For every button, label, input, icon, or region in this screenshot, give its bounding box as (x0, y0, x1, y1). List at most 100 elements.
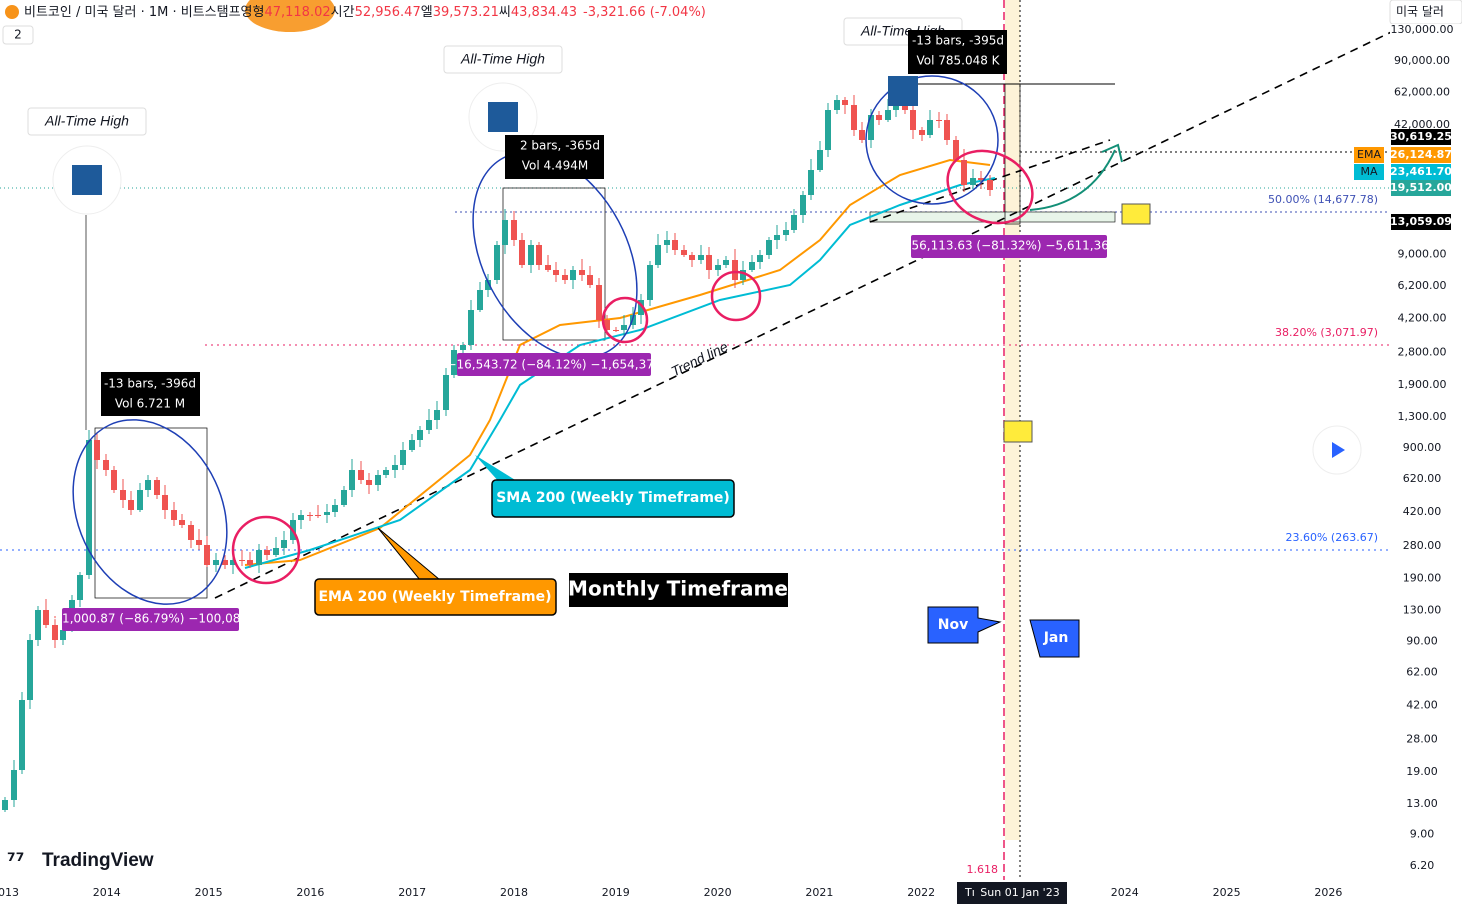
candle-body (77, 575, 83, 600)
candle-body (417, 430, 423, 440)
time-label: 2021 (805, 886, 833, 899)
range-box (94, 427, 208, 599)
candle-body (774, 235, 780, 240)
callout (1029, 619, 1080, 658)
brand-icon: ⁷⁷ (7, 849, 25, 873)
candle-body (698, 255, 704, 260)
candle-body (927, 120, 933, 135)
callout (927, 606, 1002, 644)
candle-body (621, 325, 627, 330)
price-tag (1391, 180, 1451, 196)
candle-body (681, 250, 687, 255)
zone (869, 211, 1116, 223)
price-label: 130.00 (1403, 603, 1442, 616)
sma-line (244, 177, 996, 569)
range-bars: -13 bars, -396d (104, 377, 196, 391)
candle-body (19, 700, 25, 770)
candle-body (987, 180, 993, 190)
candle-body (834, 100, 840, 110)
candle-body (570, 270, 576, 280)
candle-body (332, 505, 338, 512)
candle-body (230, 560, 236, 565)
candle-body (103, 460, 109, 470)
candle-body (324, 512, 330, 515)
shapes (72, 75, 1034, 605)
price-tag-name-label: EMA (1357, 148, 1381, 161)
candle-body (740, 270, 746, 280)
candle-body (52, 625, 58, 640)
price-label: 280.00 (1403, 539, 1442, 552)
range-box-label (908, 30, 1007, 74)
candle-body (307, 515, 313, 516)
time-label: 2013 (0, 886, 19, 899)
candle-body (188, 525, 194, 540)
candle-body (204, 545, 210, 565)
time-label: 2022 (907, 886, 935, 899)
price-label: 90.00 (1406, 634, 1438, 647)
currency[interactable]: 미국 달러 (1396, 5, 1444, 19)
logo-blob (245, 0, 335, 32)
candle-body (502, 220, 508, 245)
candle-body (43, 610, 49, 625)
time-label: 2026 (1314, 886, 1342, 899)
candle-body (511, 220, 517, 240)
candle-body (315, 515, 321, 516)
drop-label (457, 353, 651, 376)
candle-body (868, 115, 874, 140)
time-cursor-prefix: Tı (964, 886, 975, 899)
candle-body (162, 495, 168, 510)
jan-label: Jan (1043, 630, 1069, 646)
ema-callout: EMA 200 (Weekly Timeframe) (318, 589, 551, 605)
time-axis (0, 880, 1462, 906)
arrow (1101, 143, 1123, 163)
drop-text: −56,113.63 (−81.32%) −5,611,363 (901, 239, 1116, 253)
interval-badge[interactable]: 2 (14, 28, 22, 42)
highlight-band (1005, 0, 1020, 840)
candle-body (341, 490, 347, 505)
candle-body (910, 110, 916, 130)
candle-body (689, 255, 695, 260)
price-label: 1,900.00 (1398, 378, 1447, 391)
change: -3,321.66 (-7.04%) (583, 5, 706, 20)
candle-body (154, 480, 160, 495)
candle-body (27, 640, 33, 700)
callout (314, 578, 557, 616)
price-tag (1391, 164, 1451, 180)
candle-body (587, 275, 593, 285)
candle-body (817, 150, 823, 170)
candle-body (383, 470, 389, 475)
icon (1003, 420, 1033, 443)
candle-body (944, 120, 950, 140)
icon (1121, 203, 1151, 225)
fib-label: 1.618 (967, 863, 999, 876)
candle-body (800, 195, 806, 215)
badge[interactable] (2, 25, 34, 45)
candle-body (536, 245, 542, 265)
range-vol: Vol 4.494M (522, 159, 588, 173)
candles (2, 86, 993, 812)
price-label: 130,000.00 (1391, 23, 1454, 36)
annotations: All-Time High All-Time High All-Time Hig… (27, 17, 1362, 658)
range-vol: Vol 6.721 M (115, 397, 185, 411)
candle-body (936, 120, 942, 121)
candle-body (256, 550, 262, 565)
candle-body (757, 255, 763, 262)
icon (72, 165, 102, 195)
range-box-label (505, 135, 604, 179)
fib-label: 23.60% (263.67) (1285, 531, 1378, 544)
candle-body (604, 320, 610, 330)
price-label: 6.20 (1410, 859, 1435, 872)
candle-body (400, 450, 406, 465)
candle-body (825, 110, 831, 150)
price-label: 900.00 (1403, 441, 1442, 454)
trend-line (214, 0, 1460, 599)
candle-body (638, 300, 644, 315)
candle-body (672, 240, 678, 250)
symbol-info: 비트코인 / 미국 달러 · 1M · 비트스탬프영형47,118.02시간52… (24, 5, 706, 20)
price-tag-label: 30,619.25 (1390, 130, 1452, 143)
candle-body (978, 178, 984, 180)
candle-body (145, 480, 151, 490)
